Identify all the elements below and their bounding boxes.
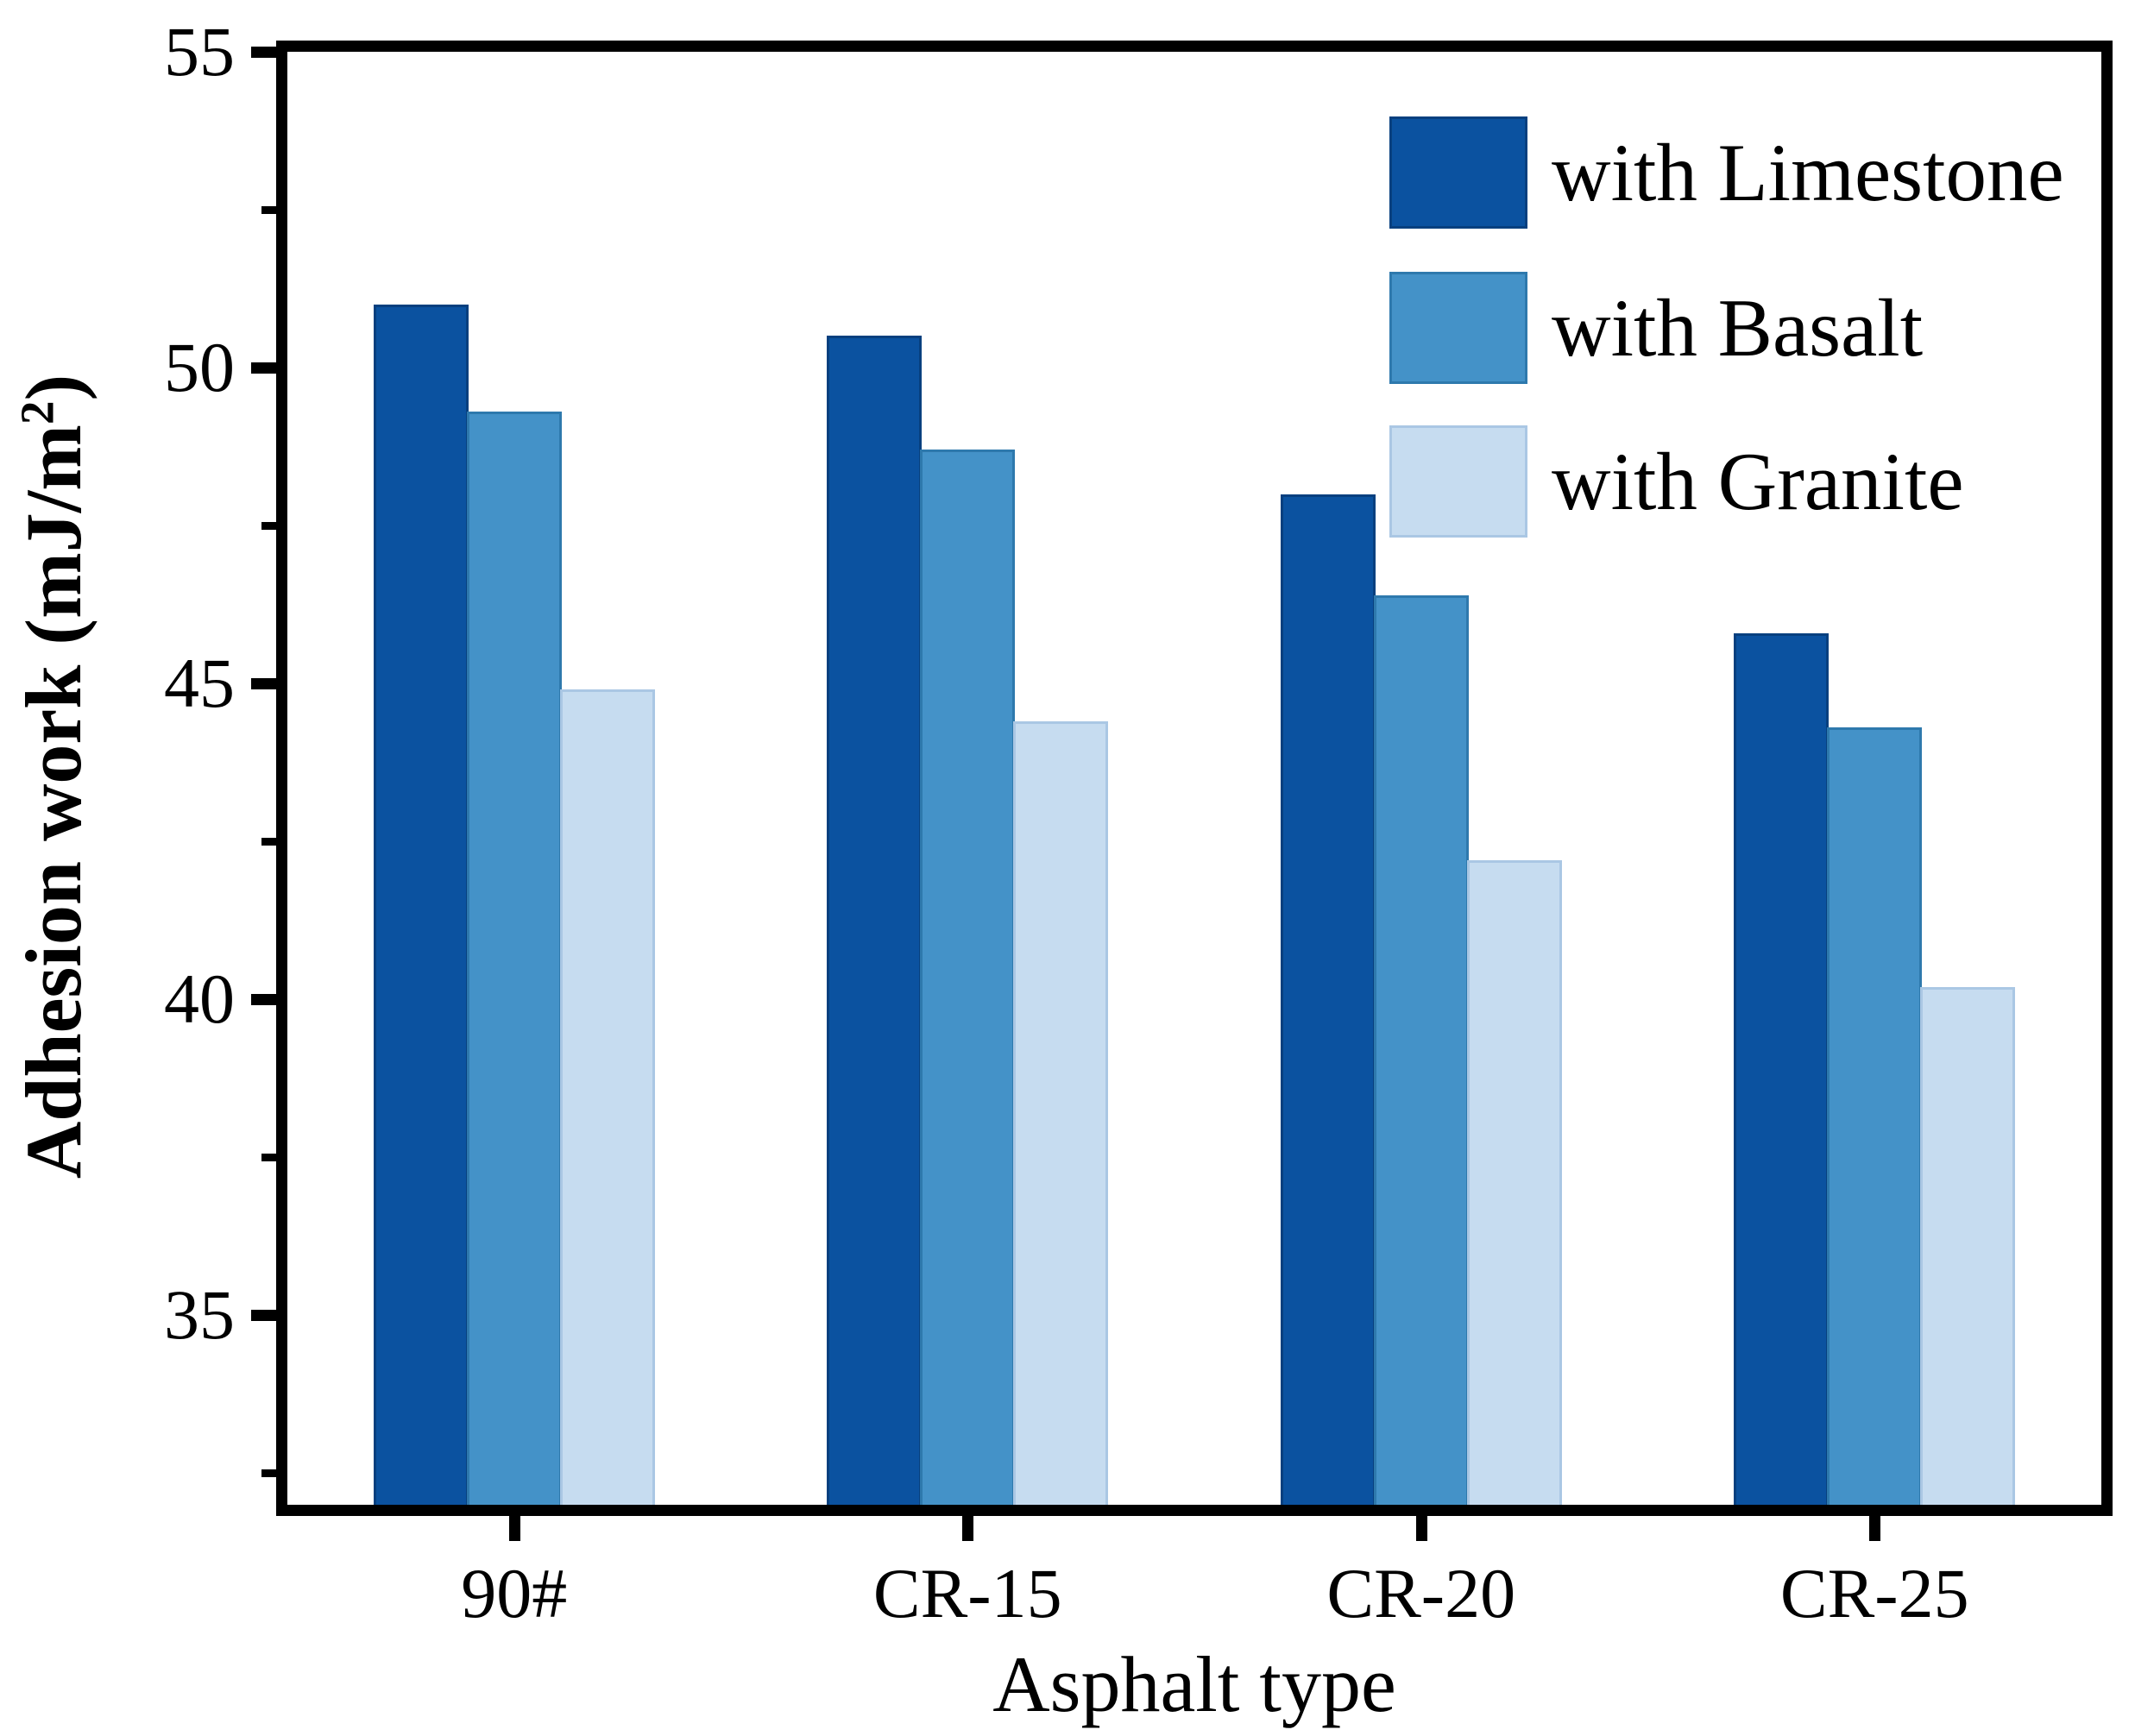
legend-swatch-with-granite bbox=[1389, 425, 1527, 538]
x-tick-label-CR-25: CR-25 bbox=[1779, 1554, 1969, 1632]
y-major-tick-55 bbox=[251, 47, 276, 58]
bar-with-basalt-CR-20 bbox=[1373, 594, 1469, 1505]
legend-label-with-granite: with Granite bbox=[1552, 436, 1964, 527]
x-tick-90num bbox=[508, 1516, 520, 1541]
x-tick-CR-20 bbox=[1415, 1516, 1427, 1541]
bar-with-granite-CR-20 bbox=[1466, 860, 1562, 1505]
y-major-tick-40 bbox=[251, 994, 276, 1006]
bar-with-limestone-CR-25 bbox=[1734, 632, 1830, 1505]
legend-item-with-granite: with Granite bbox=[1389, 425, 1964, 538]
bar-with-limestone-CR-15 bbox=[827, 336, 923, 1505]
bar-with-basalt-CR-15 bbox=[920, 450, 1016, 1505]
legend-swatch-with-basalt bbox=[1389, 272, 1527, 384]
plot-area bbox=[287, 52, 2101, 1505]
y-tick-label-35: 35 bbox=[164, 1275, 235, 1355]
bar-with-limestone-90num bbox=[373, 304, 469, 1505]
y-axis-title: Adhesion work (mJ/m2) bbox=[9, 374, 98, 1179]
x-tick-CR-25 bbox=[1869, 1516, 1881, 1541]
y-minor-tick-32.5 bbox=[261, 1469, 276, 1478]
legend-item-with-limestone: with Limestone bbox=[1389, 116, 2064, 229]
bar-with-granite-CR-15 bbox=[1013, 721, 1109, 1505]
legend-swatch-with-limestone bbox=[1389, 116, 1527, 229]
x-tick-label-CR-20: CR-20 bbox=[1326, 1554, 1516, 1632]
y-major-tick-35 bbox=[251, 1310, 276, 1322]
legend-label-with-basalt: with Basalt bbox=[1552, 282, 1924, 374]
y-axis-title-superscript: 2 bbox=[10, 400, 64, 425]
x-tick-CR-15 bbox=[962, 1516, 974, 1541]
bar-with-basalt-CR-25 bbox=[1827, 727, 1923, 1505]
bar-with-limestone-CR-20 bbox=[1280, 494, 1376, 1505]
x-tick-label-90num: 90# bbox=[461, 1554, 568, 1632]
y-tick-label-50: 50 bbox=[164, 328, 235, 407]
y-tick-label-40: 40 bbox=[164, 959, 235, 1039]
y-axis-title-text: Adhesion work (mJ/m bbox=[9, 425, 98, 1179]
y-major-tick-50 bbox=[251, 362, 276, 374]
y-tick-label-55: 55 bbox=[164, 12, 235, 91]
legend-label-with-limestone: with Limestone bbox=[1552, 127, 2064, 218]
bar-with-granite-CR-25 bbox=[1920, 986, 2016, 1505]
y-minor-tick-42.5 bbox=[261, 838, 276, 846]
legend-item-with-basalt: with Basalt bbox=[1389, 272, 1923, 384]
x-tick-label-CR-15: CR-15 bbox=[872, 1554, 1062, 1632]
y-major-tick-45 bbox=[251, 678, 276, 690]
x-axis-title: Asphalt type bbox=[992, 1640, 1396, 1728]
y-tick-label-45: 45 bbox=[164, 644, 235, 723]
y-minor-tick-52.5 bbox=[261, 206, 276, 215]
bar-with-basalt-90num bbox=[466, 412, 562, 1505]
bar-with-granite-90num bbox=[559, 689, 655, 1505]
y-minor-tick-37.5 bbox=[261, 1154, 276, 1162]
y-minor-tick-47.5 bbox=[261, 522, 276, 531]
